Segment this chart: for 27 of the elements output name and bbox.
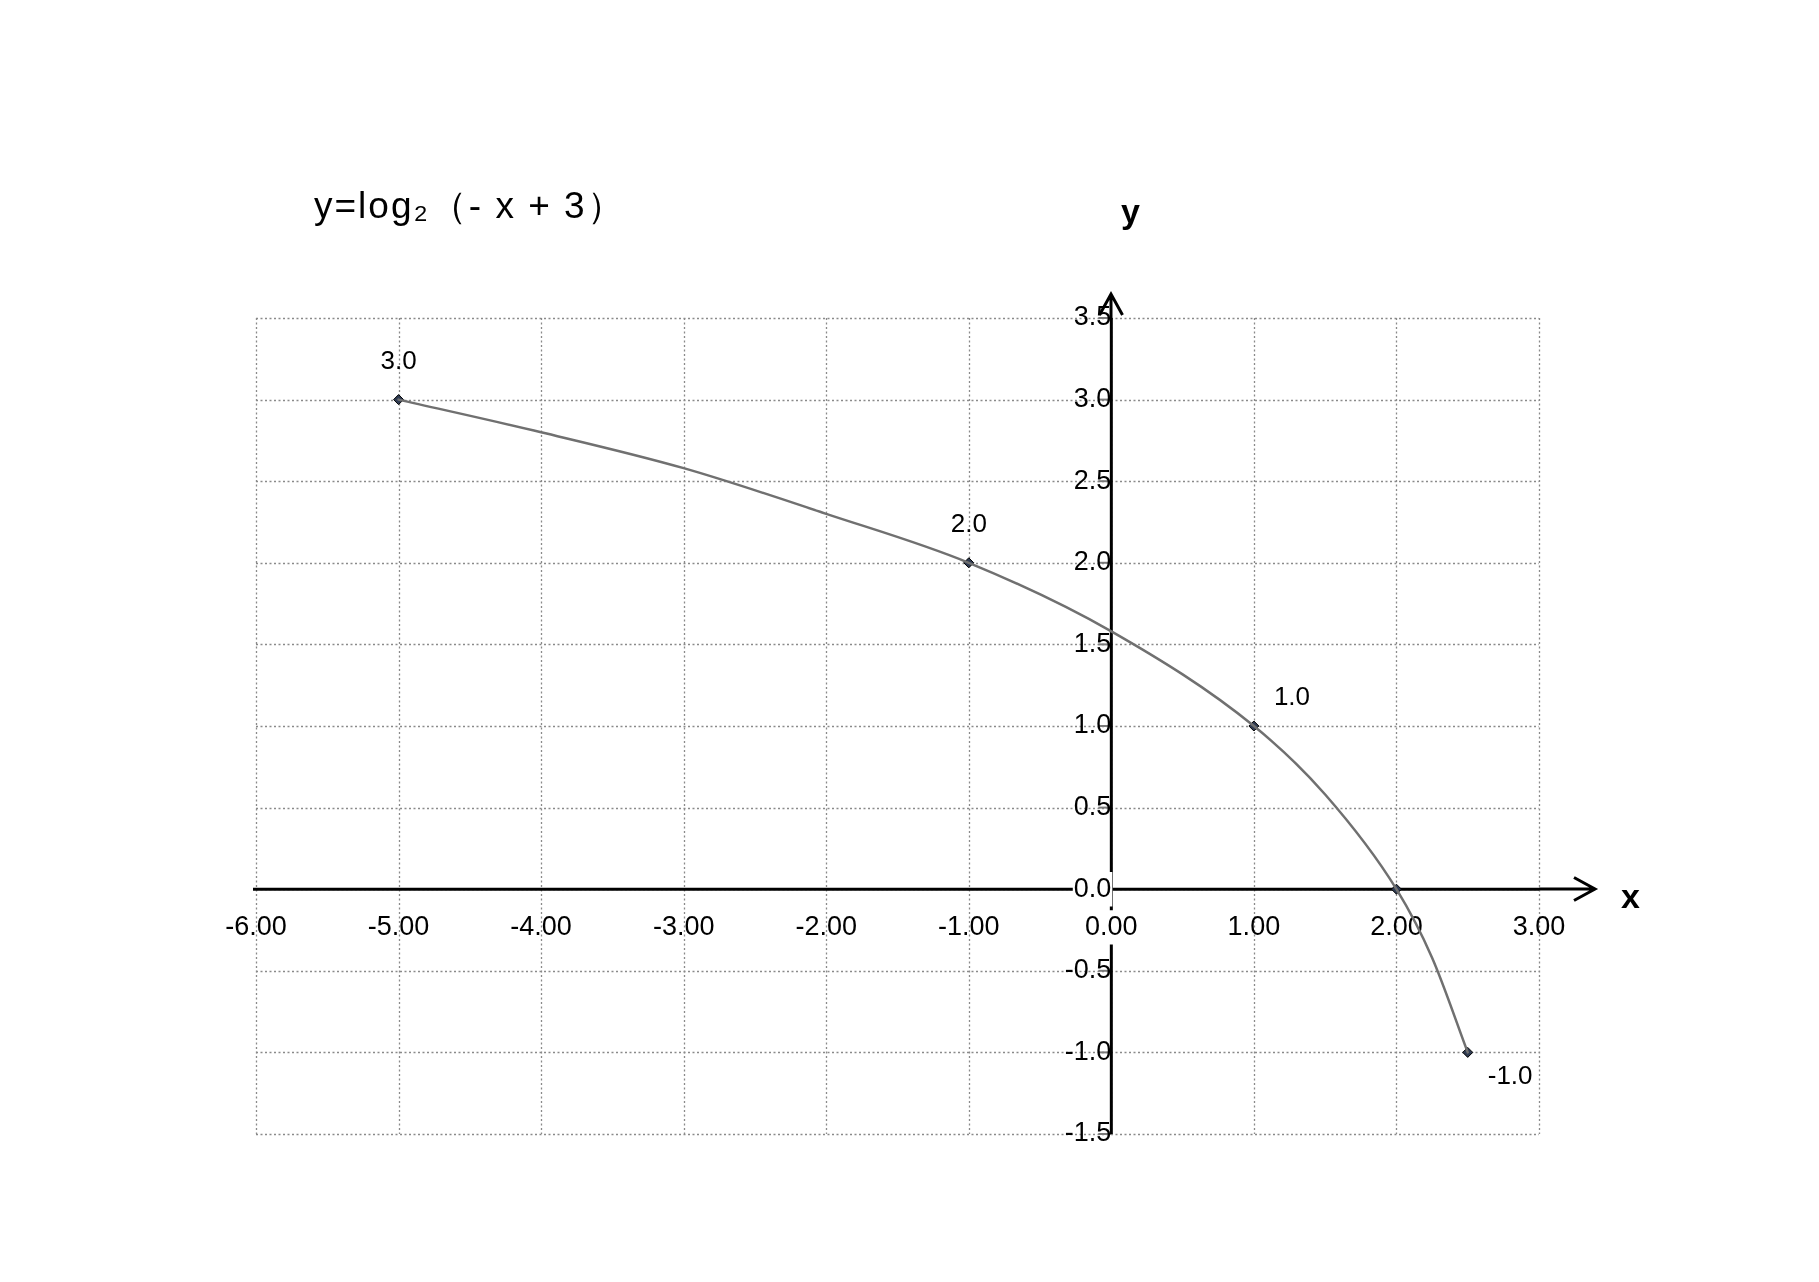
- x-tick-label: -3.00: [652, 910, 715, 941]
- y-axis-title: y: [1120, 192, 1140, 231]
- y-tick-label: -1.5: [1064, 1117, 1112, 1148]
- x-axis-title: x: [1621, 876, 1640, 915]
- chart-title: y=log₂（- x + 3）: [314, 185, 626, 227]
- y-tick-label: -1.0: [1064, 1035, 1112, 1066]
- data-label: 3.0: [380, 344, 417, 375]
- y-tick-label: 2.5: [1073, 464, 1112, 495]
- data-label: -1.0: [1487, 1059, 1533, 1090]
- y-tick-label: -0.5: [1064, 954, 1112, 985]
- y-tick-label: 3.5: [1073, 301, 1112, 332]
- x-tick-label: 0.00: [1085, 910, 1138, 941]
- y-tick-label: 0.5: [1073, 791, 1112, 822]
- x-tick-label: -1.00: [938, 910, 1000, 941]
- data-label: 2.0: [950, 507, 987, 538]
- data-label: 1.0: [1273, 681, 1311, 712]
- y-tick-label: 3.0: [1073, 383, 1112, 414]
- y-tick-label: 1.5: [1073, 627, 1112, 658]
- x-tick-label: 3.00: [1512, 910, 1566, 941]
- x-tick-label: -2.00: [795, 910, 857, 941]
- y-tick-label: 2.0: [1073, 546, 1112, 577]
- x-tick-label: -4.00: [510, 910, 572, 941]
- y-tick-label: 1.0: [1073, 709, 1112, 740]
- x-tick-label: 1.00: [1227, 910, 1281, 941]
- y-tick-label: 0.0: [1073, 872, 1112, 903]
- x-tick-label: -5.00: [367, 910, 430, 941]
- x-tick-label: -6.00: [225, 910, 287, 941]
